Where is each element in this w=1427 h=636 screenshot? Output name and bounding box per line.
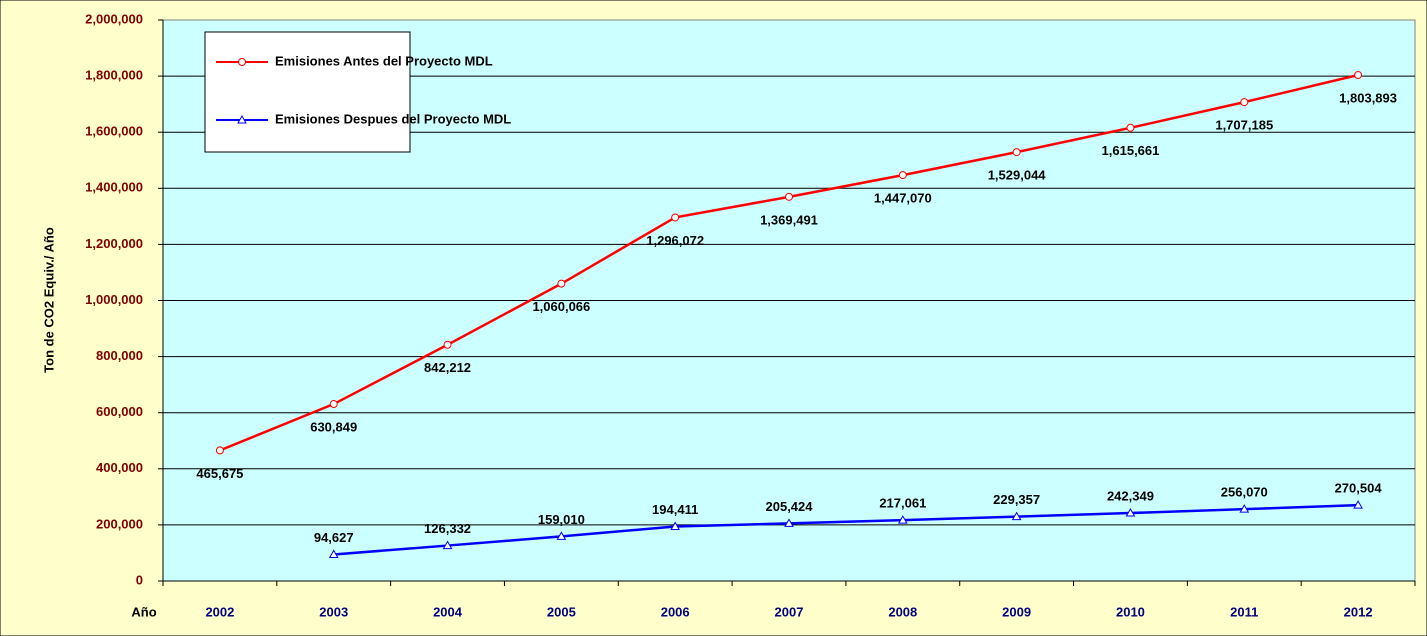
y-tick-label: 1,800,000 bbox=[85, 68, 143, 83]
marker bbox=[670, 521, 681, 530]
marker bbox=[238, 58, 246, 66]
x-tick-label: 2002 bbox=[205, 604, 234, 619]
data-label: 126,332 bbox=[424, 521, 471, 536]
y-tick-label: 600,000 bbox=[96, 404, 143, 419]
marker bbox=[1240, 98, 1249, 107]
data-label: 1,447,070 bbox=[874, 191, 932, 206]
legend-label: Emisiones Despues del Proyecto MDL bbox=[275, 111, 511, 126]
marker bbox=[1353, 500, 1363, 509]
marker bbox=[1239, 504, 1250, 513]
y-tick-label: 2,000,000 bbox=[85, 11, 143, 26]
marker bbox=[898, 171, 907, 180]
marker bbox=[443, 340, 452, 349]
data-label: 94,627 bbox=[314, 530, 354, 545]
x-tick-label: 2010 bbox=[1116, 604, 1145, 619]
marker bbox=[1126, 123, 1135, 132]
y-axis-title: Ton de CO2 Equiv./ Año bbox=[41, 227, 56, 373]
x-axis-title: Año bbox=[131, 604, 156, 619]
x-tick-label: 2007 bbox=[775, 604, 804, 619]
y-tick-label: 1,600,000 bbox=[85, 124, 143, 139]
data-label: 1,369,491 bbox=[760, 212, 818, 227]
marker bbox=[897, 515, 908, 524]
marker bbox=[671, 213, 680, 222]
y-tick-label: 1,000,000 bbox=[85, 292, 143, 307]
data-label: 842,212 bbox=[424, 360, 471, 375]
y-tick-label: 0 bbox=[136, 572, 143, 587]
data-label: 256,070 bbox=[1221, 485, 1268, 500]
data-label: 1,060,066 bbox=[532, 299, 590, 314]
data-label: 217,061 bbox=[879, 496, 926, 511]
x-tick-label: 2009 bbox=[1002, 604, 1031, 619]
data-label: 159,010 bbox=[538, 512, 585, 527]
y-tick-label: 800,000 bbox=[96, 348, 143, 363]
data-label: 1,615,661 bbox=[1102, 143, 1160, 158]
data-label: 1,529,044 bbox=[988, 168, 1047, 183]
marker bbox=[784, 518, 794, 527]
marker bbox=[785, 192, 793, 201]
y-tick-label: 200,000 bbox=[96, 516, 143, 531]
data-label: 1,803,893 bbox=[1339, 90, 1397, 105]
series-line bbox=[333, 503, 1359, 556]
data-label: 630,849 bbox=[310, 419, 357, 434]
x-tick-label: 2012 bbox=[1344, 604, 1373, 619]
y-tick-label: 1,200,000 bbox=[85, 236, 143, 251]
marker bbox=[328, 549, 339, 558]
marker bbox=[556, 531, 567, 540]
y-tick-label: 1,400,000 bbox=[85, 180, 143, 195]
x-tick-label: 2008 bbox=[888, 604, 917, 619]
marker bbox=[1125, 508, 1136, 517]
x-tick-label: 2006 bbox=[661, 604, 690, 619]
marker bbox=[1011, 511, 1022, 521]
legend-label: Emisiones Antes del Proyecto MDL bbox=[275, 53, 493, 68]
data-label: 270,504 bbox=[1335, 481, 1383, 496]
x-tick-label: 2005 bbox=[547, 604, 576, 619]
x-tick-label: 2011 bbox=[1230, 604, 1258, 619]
marker bbox=[215, 446, 224, 455]
marker bbox=[557, 279, 566, 288]
data-label: 229,357 bbox=[993, 492, 1040, 507]
y-tick-label: 400,000 bbox=[96, 460, 143, 475]
data-label: 205,424 bbox=[766, 499, 814, 514]
marker bbox=[1012, 148, 1021, 157]
x-tick-label: 2004 bbox=[433, 604, 463, 619]
data-label: 465,675 bbox=[196, 466, 243, 481]
marker bbox=[1354, 71, 1363, 80]
data-label: 242,349 bbox=[1107, 488, 1154, 503]
legend-box bbox=[204, 31, 411, 153]
marker bbox=[442, 540, 453, 550]
x-tick-label: 2003 bbox=[319, 604, 348, 619]
data-label: 1,296,072 bbox=[646, 233, 704, 248]
data-label: 1,707,185 bbox=[1215, 118, 1273, 133]
data-label: 194,411 bbox=[652, 502, 698, 517]
marker bbox=[329, 400, 338, 409]
marker bbox=[237, 114, 247, 124]
